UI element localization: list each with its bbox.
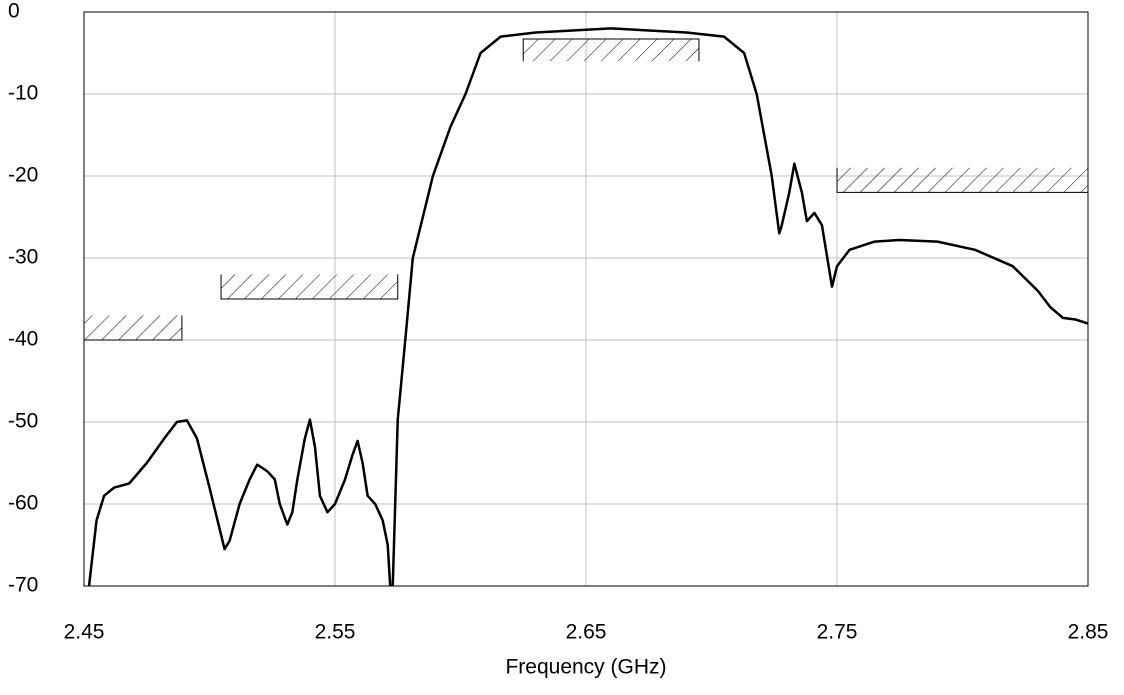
y-tick-label: -40	[8, 328, 38, 351]
y-tick-label: -10	[8, 82, 38, 105]
plot-frame	[83, 11, 1089, 587]
mask-hatch	[221, 274, 398, 299]
y-tick-label: -70	[8, 574, 38, 597]
y-tick-label: -20	[8, 164, 38, 187]
mask-limit	[83, 315, 183, 341]
x-tick-label: 2.65	[566, 621, 607, 644]
x-axis-label: Frequency (GHz)	[505, 656, 666, 679]
x-tick-label: 2.55	[315, 621, 356, 644]
x-tick-label: 2.75	[817, 621, 858, 644]
line	[87, 27, 1088, 586]
x-tick-label: 2.85	[1068, 621, 1109, 644]
mask-limit	[836, 167, 1089, 193]
mask-limit	[522, 38, 700, 62]
mask-hatch	[523, 39, 699, 62]
mask-limit	[220, 274, 399, 300]
y-tick-label: -50	[8, 410, 38, 433]
x-tick-label: 2.45	[64, 621, 105, 644]
y-tick-label: -60	[8, 492, 38, 515]
mask-hatch	[84, 315, 182, 340]
y-tick-label: 0	[8, 0, 20, 23]
y-tick-label: -30	[8, 246, 38, 269]
mask-hatch	[837, 167, 1088, 193]
